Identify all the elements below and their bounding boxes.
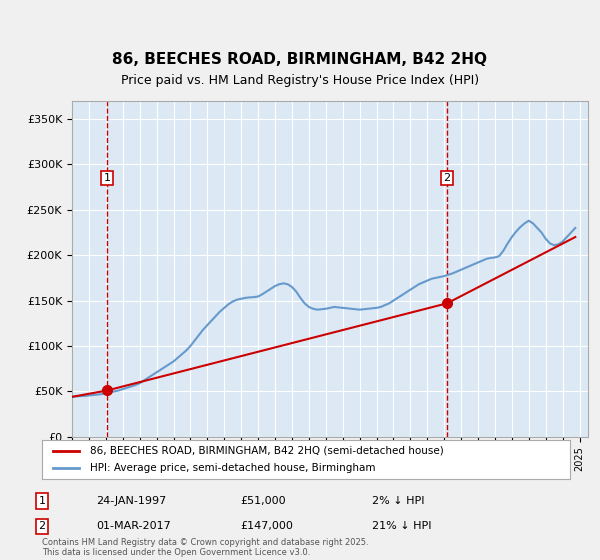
Text: 21% ↓ HPI: 21% ↓ HPI bbox=[372, 521, 431, 531]
Text: 1: 1 bbox=[38, 496, 46, 506]
Text: Contains HM Land Registry data © Crown copyright and database right 2025.
This d: Contains HM Land Registry data © Crown c… bbox=[42, 538, 368, 557]
Text: 86, BEECHES ROAD, BIRMINGHAM, B42 2HQ (semi-detached house): 86, BEECHES ROAD, BIRMINGHAM, B42 2HQ (s… bbox=[89, 446, 443, 456]
Text: Price paid vs. HM Land Registry's House Price Index (HPI): Price paid vs. HM Land Registry's House … bbox=[121, 74, 479, 87]
Text: 01-MAR-2017: 01-MAR-2017 bbox=[96, 521, 171, 531]
Text: 2: 2 bbox=[38, 521, 46, 531]
Text: 2% ↓ HPI: 2% ↓ HPI bbox=[372, 496, 425, 506]
Text: 86, BEECHES ROAD, BIRMINGHAM, B42 2HQ: 86, BEECHES ROAD, BIRMINGHAM, B42 2HQ bbox=[113, 52, 487, 67]
Text: £51,000: £51,000 bbox=[240, 496, 286, 506]
Text: 24-JAN-1997: 24-JAN-1997 bbox=[96, 496, 166, 506]
Text: 1: 1 bbox=[104, 173, 110, 183]
Text: £147,000: £147,000 bbox=[240, 521, 293, 531]
Text: 2: 2 bbox=[443, 173, 451, 183]
Text: HPI: Average price, semi-detached house, Birmingham: HPI: Average price, semi-detached house,… bbox=[89, 463, 375, 473]
